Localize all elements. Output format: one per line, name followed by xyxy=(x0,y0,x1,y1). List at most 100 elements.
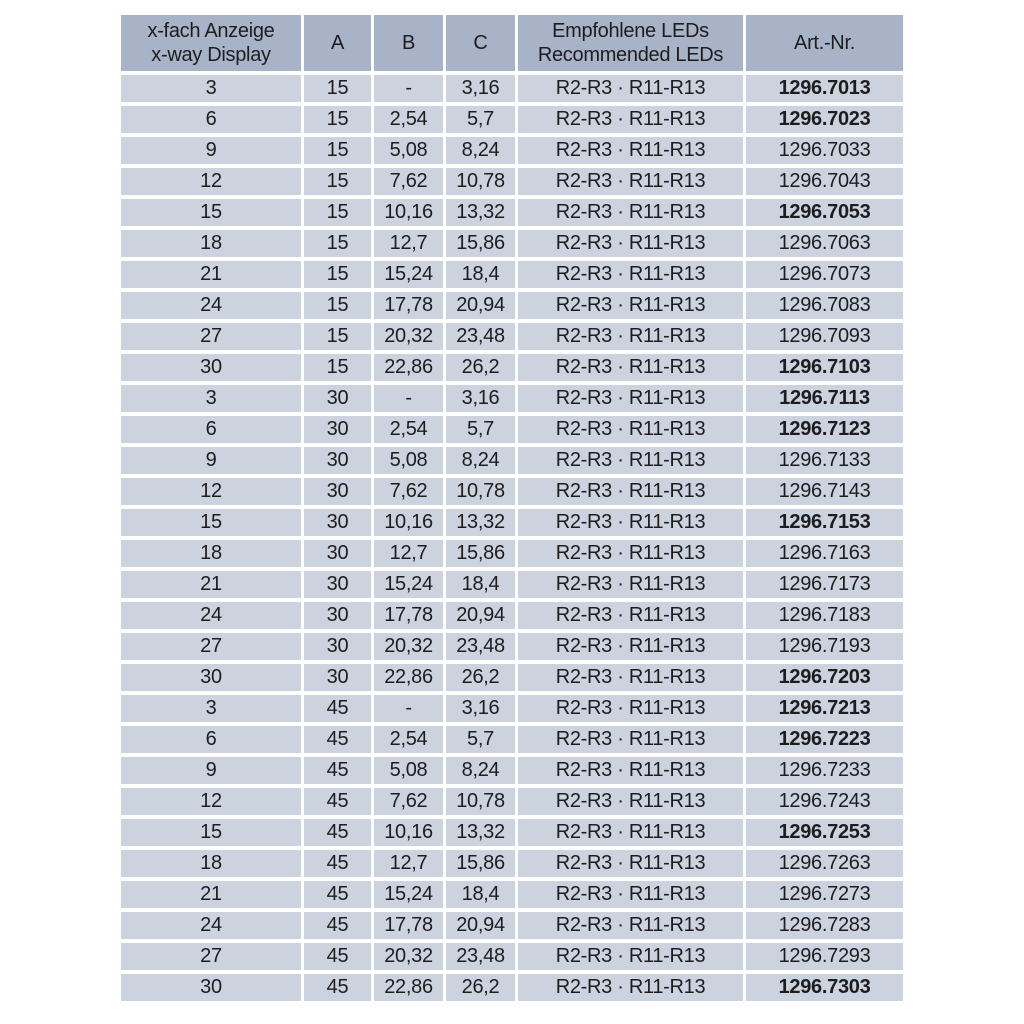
table-row: 27 30 20,32 23,48 R2-R3 · R11-R13 1296.7… xyxy=(121,633,903,660)
cell-c: 20,94 xyxy=(446,292,515,319)
cell-leds: R2-R3 · R11-R13 xyxy=(518,602,743,629)
cell-c: 23,48 xyxy=(446,943,515,970)
cell-b: - xyxy=(374,385,443,412)
cell-leds: R2-R3 · R11-R13 xyxy=(518,571,743,598)
cell-c: 5,7 xyxy=(446,416,515,443)
cell-art-nr: 1296.7133 xyxy=(746,447,903,474)
cell-display: 9 xyxy=(121,447,301,474)
table-row: 12 15 7,62 10,78 R2-R3 · R11-R13 1296.70… xyxy=(121,168,903,195)
cell-a: 15 xyxy=(304,323,371,350)
table-body: 3 15 - 3,16 R2-R3 · R11-R13 1296.7013 6 … xyxy=(121,75,903,1001)
cell-leds: R2-R3 · R11-R13 xyxy=(518,664,743,691)
cell-b: 22,86 xyxy=(374,354,443,381)
cell-b: 7,62 xyxy=(374,168,443,195)
cell-a: 45 xyxy=(304,974,371,1001)
cell-leds: R2-R3 · R11-R13 xyxy=(518,323,743,350)
cell-display: 21 xyxy=(121,571,301,598)
header-leds-line2: Recommended LEDs xyxy=(537,44,724,66)
cell-b: 17,78 xyxy=(374,912,443,939)
cell-c: 10,78 xyxy=(446,788,515,815)
cell-c: 15,86 xyxy=(446,540,515,567)
header-art-nr: Art.-Nr. xyxy=(746,15,903,71)
cell-a: 45 xyxy=(304,695,371,722)
cell-art-nr: 1296.7203 xyxy=(746,664,903,691)
table-row: 9 45 5,08 8,24 R2-R3 · R11-R13 1296.7233 xyxy=(121,757,903,784)
cell-c: 26,2 xyxy=(446,354,515,381)
cell-leds: R2-R3 · R11-R13 xyxy=(518,292,743,319)
cell-art-nr: 1296.7273 xyxy=(746,881,903,908)
cell-a: 45 xyxy=(304,912,371,939)
table-row: 18 30 12,7 15,86 R2-R3 · R11-R13 1296.71… xyxy=(121,540,903,567)
cell-display: 30 xyxy=(121,974,301,1001)
cell-b: 5,08 xyxy=(374,137,443,164)
cell-art-nr: 1296.7173 xyxy=(746,571,903,598)
cell-b: 2,54 xyxy=(374,726,443,753)
cell-b: 22,86 xyxy=(374,664,443,691)
cell-leds: R2-R3 · R11-R13 xyxy=(518,261,743,288)
table-row: 24 45 17,78 20,94 R2-R3 · R11-R13 1296.7… xyxy=(121,912,903,939)
table-row: 12 45 7,62 10,78 R2-R3 · R11-R13 1296.72… xyxy=(121,788,903,815)
table-row: 15 30 10,16 13,32 R2-R3 · R11-R13 1296.7… xyxy=(121,509,903,536)
cell-b: 2,54 xyxy=(374,106,443,133)
table-row: 27 45 20,32 23,48 R2-R3 · R11-R13 1296.7… xyxy=(121,943,903,970)
cell-b: 15,24 xyxy=(374,571,443,598)
cell-a: 30 xyxy=(304,478,371,505)
cell-a: 45 xyxy=(304,943,371,970)
cell-art-nr: 1296.7103 xyxy=(746,354,903,381)
cell-display: 3 xyxy=(121,385,301,412)
cell-leds: R2-R3 · R11-R13 xyxy=(518,788,743,815)
cell-art-nr: 1296.7093 xyxy=(746,323,903,350)
cell-display: 18 xyxy=(121,230,301,257)
cell-a: 30 xyxy=(304,385,371,412)
cell-a: 30 xyxy=(304,633,371,660)
header-c-label: C xyxy=(473,32,488,54)
cell-a: 30 xyxy=(304,509,371,536)
cell-c: 13,32 xyxy=(446,509,515,536)
cell-b: 20,32 xyxy=(374,633,443,660)
cell-display: 3 xyxy=(121,695,301,722)
table-row: 30 30 22,86 26,2 R2-R3 · R11-R13 1296.72… xyxy=(121,664,903,691)
cell-display: 18 xyxy=(121,540,301,567)
cell-leds: R2-R3 · R11-R13 xyxy=(518,757,743,784)
cell-b: 17,78 xyxy=(374,292,443,319)
cell-a: 45 xyxy=(304,881,371,908)
cell-art-nr: 1296.7163 xyxy=(746,540,903,567)
cell-art-nr: 1296.7043 xyxy=(746,168,903,195)
cell-art-nr: 1296.7223 xyxy=(746,726,903,753)
cell-c: 5,7 xyxy=(446,726,515,753)
cell-b: 5,08 xyxy=(374,447,443,474)
cell-c: 5,7 xyxy=(446,106,515,133)
cell-b: 12,7 xyxy=(374,850,443,877)
cell-c: 8,24 xyxy=(446,757,515,784)
table-row: 3 30 - 3,16 R2-R3 · R11-R13 1296.7113 xyxy=(121,385,903,412)
product-table: x-fach Anzeige x-way Display A B C Empfo… xyxy=(118,11,906,1005)
cell-art-nr: 1296.7053 xyxy=(746,199,903,226)
cell-leds: R2-R3 · R11-R13 xyxy=(518,974,743,1001)
cell-leds: R2-R3 · R11-R13 xyxy=(518,416,743,443)
cell-leds: R2-R3 · R11-R13 xyxy=(518,509,743,536)
table-row: 9 15 5,08 8,24 R2-R3 · R11-R13 1296.7033 xyxy=(121,137,903,164)
cell-art-nr: 1296.7183 xyxy=(746,602,903,629)
cell-a: 15 xyxy=(304,354,371,381)
cell-leds: R2-R3 · R11-R13 xyxy=(518,137,743,164)
cell-leds: R2-R3 · R11-R13 xyxy=(518,385,743,412)
cell-a: 15 xyxy=(304,137,371,164)
cell-c: 10,78 xyxy=(446,478,515,505)
cell-display: 12 xyxy=(121,168,301,195)
table-row: 6 30 2,54 5,7 R2-R3 · R11-R13 1296.7123 xyxy=(121,416,903,443)
cell-a: 30 xyxy=(304,447,371,474)
table-row: 21 30 15,24 18,4 R2-R3 · R11-R13 1296.71… xyxy=(121,571,903,598)
cell-display: 30 xyxy=(121,664,301,691)
cell-b: 17,78 xyxy=(374,602,443,629)
cell-display: 27 xyxy=(121,323,301,350)
cell-display: 12 xyxy=(121,478,301,505)
cell-c: 8,24 xyxy=(446,137,515,164)
cell-a: 15 xyxy=(304,292,371,319)
cell-display: 3 xyxy=(121,75,301,102)
cell-b: 20,32 xyxy=(374,943,443,970)
cell-b: 12,7 xyxy=(374,230,443,257)
cell-leds: R2-R3 · R11-R13 xyxy=(518,695,743,722)
cell-display: 6 xyxy=(121,726,301,753)
header-display-line2: x-way Display xyxy=(151,44,271,66)
cell-c: 18,4 xyxy=(446,881,515,908)
